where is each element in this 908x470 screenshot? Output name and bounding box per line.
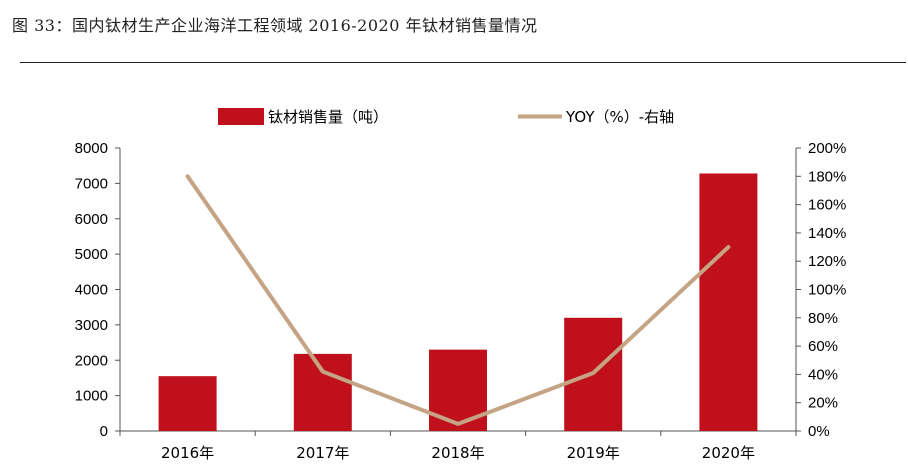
figure-title: 图 33：国内钛材生产企业海洋工程领域 2016-2020 年钛材销售量情况 — [12, 16, 538, 35]
legend-bar-swatch — [218, 108, 264, 125]
y-right-tick-label: 60% — [808, 338, 838, 355]
x-category-label: 2016年 — [161, 444, 214, 462]
legend-bar-label: 钛材销售量（吨） — [268, 108, 388, 126]
y-left-tick-label: 1000 — [75, 388, 108, 405]
x-category-label: 2018年 — [431, 444, 484, 462]
y-right-tick-label: 0% — [808, 423, 830, 440]
legend: 钛材销售量（吨） YOY（%）-右轴 — [218, 108, 674, 126]
y-left-tick-label: 8000 — [75, 140, 108, 157]
bar — [293, 353, 352, 431]
legend-line-label: YOY（%）-右轴 — [565, 108, 674, 126]
y-right-tick-label: 20% — [808, 395, 838, 412]
y-right-tick-label: 180% — [808, 168, 846, 185]
y-right-tick-label: 160% — [808, 197, 846, 214]
y-left-tick-label: 4000 — [75, 282, 108, 299]
y-right-tick-label: 100% — [808, 282, 846, 299]
y-left-tick-label: 6000 — [75, 211, 108, 228]
bar — [429, 349, 487, 431]
y-left-tick-label: 7000 — [75, 175, 108, 192]
y-left-tick-label: 0 — [100, 423, 108, 440]
bar — [699, 173, 758, 431]
y-right-tick-label: 120% — [808, 253, 846, 270]
y-left-tick-label: 3000 — [75, 317, 108, 334]
y-right-tick-label: 140% — [808, 225, 846, 242]
bar — [158, 376, 217, 431]
y-left-tick-label: 5000 — [75, 246, 108, 263]
y-right-tick-label: 40% — [808, 366, 838, 383]
y-left-tick-label: 2000 — [75, 352, 108, 369]
x-category-label: 2017年 — [296, 444, 349, 462]
y-right-tick-label: 80% — [808, 310, 838, 327]
y-right-tick-label: 200% — [808, 140, 846, 157]
x-category-label: 2019年 — [567, 444, 620, 462]
title-divider — [20, 62, 906, 63]
x-category-label: 2020年 — [702, 444, 755, 462]
